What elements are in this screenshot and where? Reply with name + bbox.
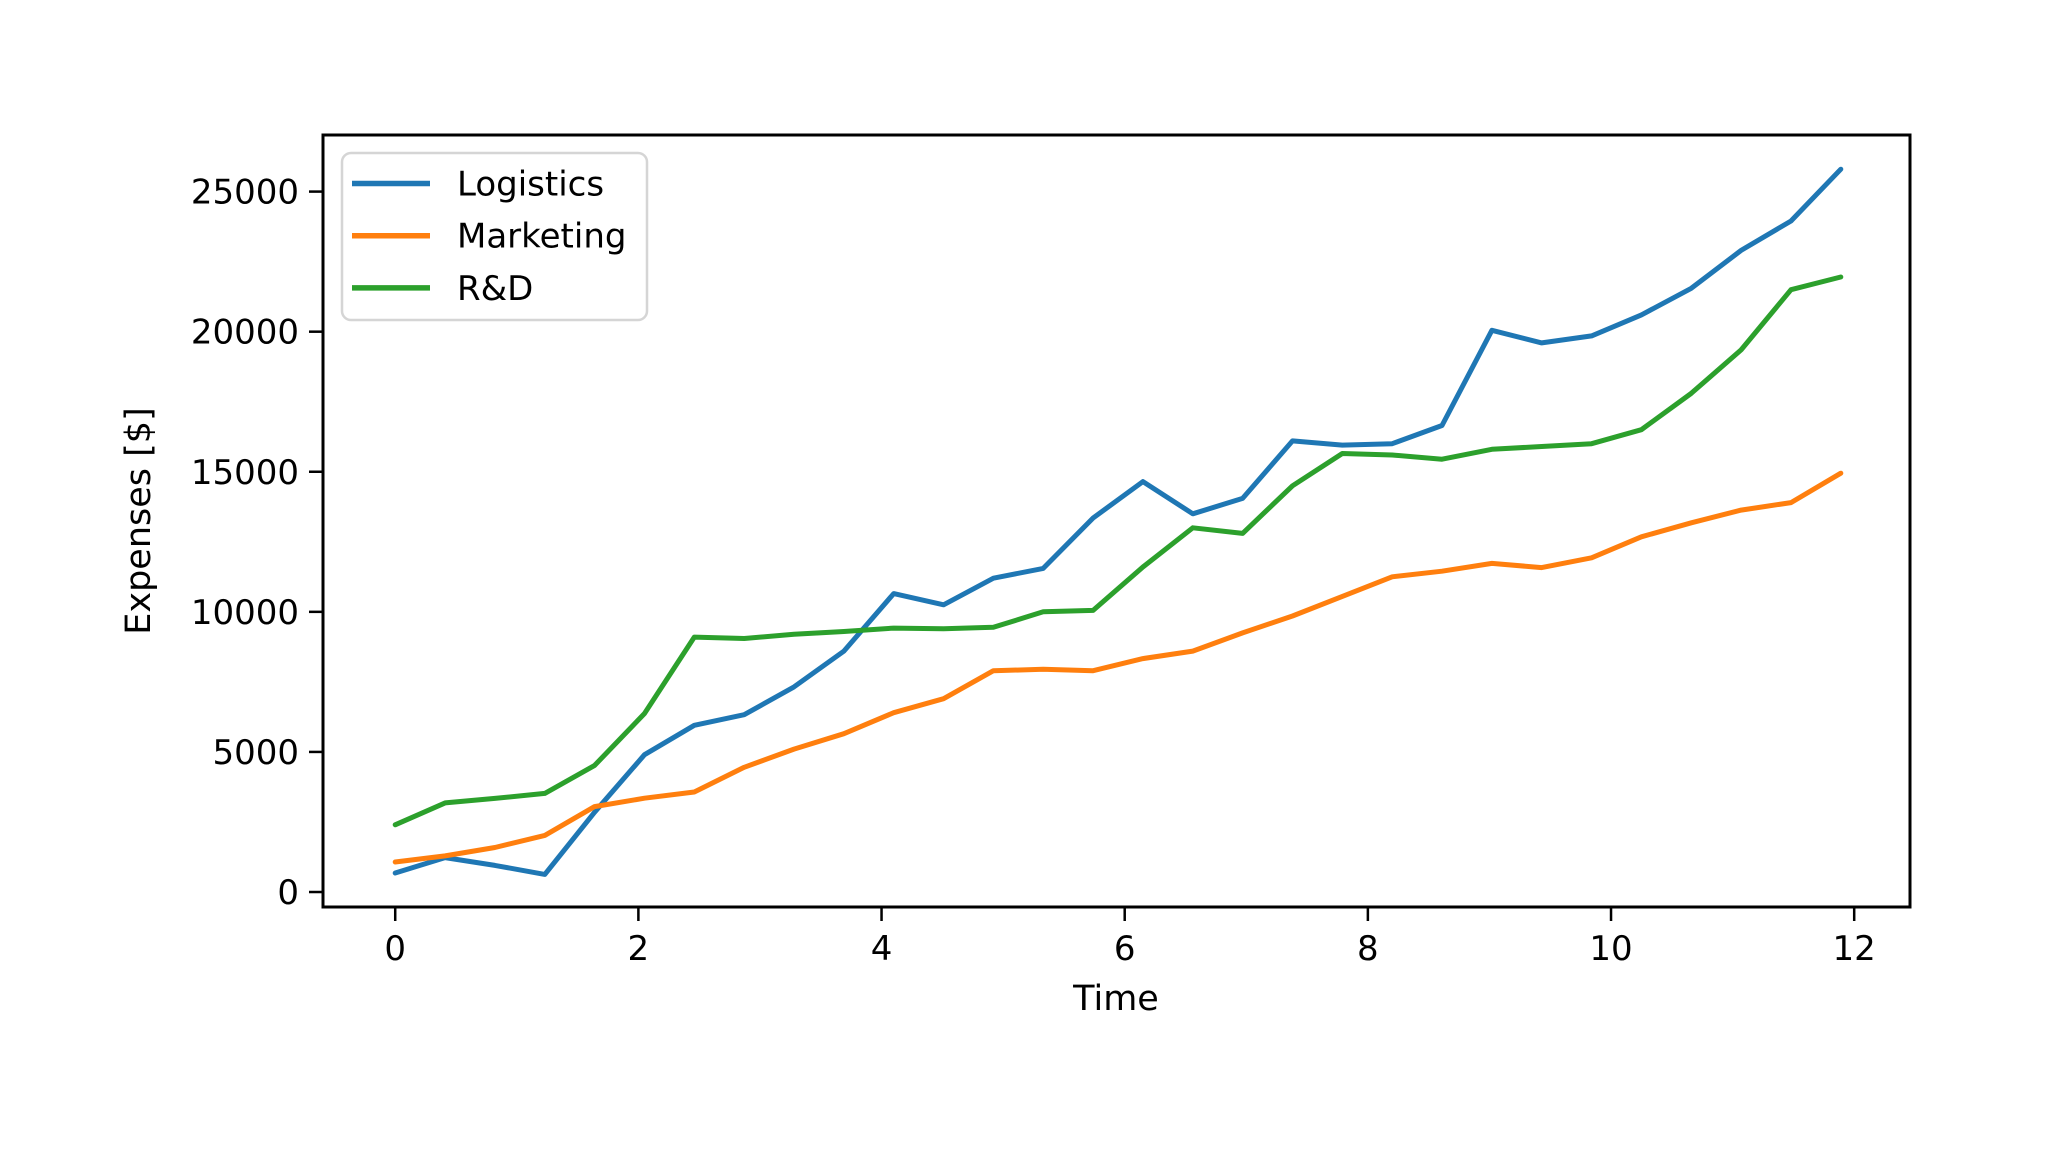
x-tick-label: 8 — [1357, 929, 1379, 969]
series-lines — [392, 166, 1844, 877]
legend-item-marketing: Marketing — [352, 217, 626, 257]
y-tick-label: 25000 — [191, 173, 299, 213]
y-tick-label: 20000 — [191, 313, 299, 353]
y-axis-label: Expenses [$] — [119, 407, 159, 634]
legend-label-r-d: R&D — [457, 269, 533, 309]
x-tick-label: 12 — [1833, 929, 1876, 969]
legend: Logistics Marketing R&D — [340, 151, 649, 322]
x-tick-label: 4 — [871, 929, 893, 969]
legend-box — [340, 151, 649, 322]
series-line-logistics — [392, 166, 1844, 877]
y-tick-label: 5000 — [212, 733, 299, 773]
x-tick-label: 2 — [628, 929, 650, 969]
y-tick-label: 0 — [277, 873, 299, 913]
y-tick-label: 10000 — [191, 593, 299, 633]
y-axis-ticks: 0 5000 10000 15000 20000 25000 — [191, 173, 323, 913]
legend-item-logistics: Logistics — [352, 165, 604, 205]
legend-label-marketing: Marketing — [457, 217, 626, 257]
y-tick-label: 15000 — [191, 453, 299, 493]
x-axis-ticks: 0 2 4 6 8 10 12 — [384, 907, 1876, 969]
legend-label-logistics: Logistics — [457, 165, 604, 205]
x-axis-label: Time — [1072, 979, 1159, 1019]
series-line-marketing — [392, 470, 1844, 865]
x-tick-label: 10 — [1589, 929, 1632, 969]
legend-item-r-d: R&D — [352, 269, 533, 309]
x-tick-label: 0 — [384, 929, 406, 969]
series-line-r-d — [392, 274, 1844, 828]
x-tick-label: 6 — [1114, 929, 1136, 969]
